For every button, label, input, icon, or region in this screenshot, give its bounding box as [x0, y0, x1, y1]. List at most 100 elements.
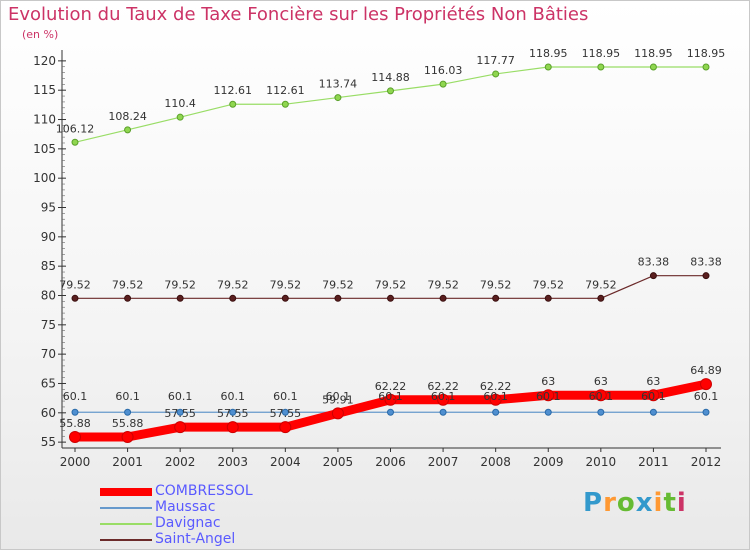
- data-point: [594, 389, 607, 402]
- data-label: 79.52: [270, 278, 302, 291]
- y-tick-label: 65: [41, 376, 56, 390]
- data-point: [597, 294, 605, 302]
- y-tick-label: 120: [33, 54, 56, 68]
- data-point: [331, 407, 344, 420]
- data-label: 57.55: [164, 407, 196, 420]
- data-point: [229, 294, 237, 302]
- y-tick-label: 105: [33, 142, 56, 156]
- data-point: [387, 294, 394, 302]
- data-label: 63: [646, 375, 660, 388]
- logo-letter: P: [583, 488, 604, 518]
- data-label: 60.1: [168, 390, 193, 403]
- data-label: 60.1: [483, 390, 508, 403]
- data-point: [439, 80, 447, 88]
- x-tick-label: 2005: [323, 455, 354, 469]
- data-label: 60.1: [431, 390, 456, 403]
- logo-letter: i: [676, 488, 687, 518]
- data-point: [702, 272, 710, 280]
- y-tick-label: 110: [33, 113, 56, 127]
- logo-letter: t: [663, 488, 677, 518]
- data-point: [439, 408, 447, 416]
- x-tick-label: 2004: [270, 455, 301, 469]
- data-point: [492, 408, 500, 416]
- data-point: [176, 408, 184, 416]
- y-tick-label: 95: [41, 201, 56, 215]
- data-point: [229, 408, 237, 416]
- y-tick-label: 90: [41, 230, 56, 244]
- y-tick-label: 70: [41, 347, 56, 361]
- data-point: [649, 408, 657, 416]
- x-tick-label: 2003: [217, 455, 248, 469]
- x-tick-label: 2002: [165, 455, 196, 469]
- data-label: 108.24: [108, 110, 147, 123]
- y-tick-label: 60: [41, 406, 56, 420]
- data-point: [384, 393, 397, 406]
- data-label: 60.1: [326, 390, 351, 403]
- data-point: [176, 294, 184, 302]
- data-label: 60.1: [273, 390, 298, 403]
- data-label: 79.52: [164, 278, 196, 291]
- legend-swatch: [100, 507, 152, 509]
- data-label: 59.91: [322, 393, 354, 406]
- data-point: [176, 113, 184, 121]
- data-point: [542, 389, 555, 402]
- data-point: [226, 421, 239, 434]
- data-point: [174, 421, 187, 434]
- data-point: [492, 294, 500, 302]
- data-label: 79.52: [59, 278, 91, 291]
- data-label: 64.89: [690, 364, 722, 377]
- data-label: 118.95: [634, 47, 673, 60]
- data-point: [281, 294, 289, 302]
- x-tick-label: 2011: [638, 455, 669, 469]
- data-label: 83.38: [638, 256, 670, 269]
- y-tick-label: 75: [41, 318, 56, 332]
- data-label: 83.38: [690, 256, 722, 269]
- legend-label: Maussac: [155, 499, 216, 515]
- data-point: [597, 408, 605, 416]
- x-tick-label: 2012: [691, 455, 722, 469]
- proxiti-logo: Proxiti: [583, 488, 687, 518]
- data-label: 114.88: [371, 71, 410, 84]
- data-label: 118.95: [582, 47, 621, 60]
- data-label: 60.1: [221, 390, 246, 403]
- data-label: 106.12: [56, 122, 95, 135]
- data-point: [334, 94, 342, 102]
- legend-label: Saint-Angel: [155, 531, 236, 547]
- y-axis-unit: (en %): [22, 28, 59, 41]
- data-label: 60.1: [378, 390, 403, 403]
- data-label: 60.1: [536, 390, 561, 403]
- data-point: [489, 393, 502, 406]
- data-point: [597, 63, 605, 71]
- data-point: [544, 408, 552, 416]
- x-tick-label: 2010: [586, 455, 617, 469]
- legend-swatch: [100, 488, 152, 496]
- data-label: 112.61: [266, 84, 305, 97]
- y-tick-label: 55: [41, 435, 56, 449]
- data-label: 79.52: [480, 278, 512, 291]
- data-point: [700, 378, 712, 391]
- data-point: [649, 272, 657, 280]
- data-label: 57.55: [270, 407, 302, 420]
- data-label: 60.1: [63, 390, 88, 403]
- data-point: [71, 408, 79, 416]
- data-label: 113.74: [319, 78, 358, 91]
- data-point: [387, 87, 394, 95]
- data-label: 57.55: [217, 407, 249, 420]
- data-label: 60.1: [589, 390, 614, 403]
- data-label: 55.88: [59, 417, 91, 430]
- data-point: [121, 430, 134, 443]
- y-tick-label: 100: [33, 171, 56, 185]
- legend-swatch: [100, 539, 152, 541]
- data-label: 79.52: [217, 278, 249, 291]
- data-point: [334, 294, 342, 302]
- data-label: 55.88: [112, 417, 144, 430]
- data-label: 110.4: [164, 97, 196, 110]
- data-point: [279, 421, 292, 434]
- logo-letter: r: [603, 488, 617, 518]
- data-point: [702, 63, 710, 71]
- x-tick-label: 2007: [428, 455, 459, 469]
- x-tick-label: 2000: [60, 455, 91, 469]
- legend-label: Davignac: [155, 515, 221, 531]
